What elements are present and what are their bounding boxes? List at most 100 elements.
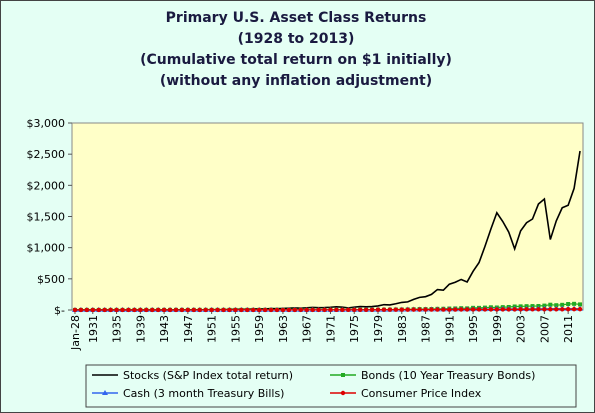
x-tick-label: 1959 <box>253 315 266 343</box>
series-marker <box>399 307 404 312</box>
series-marker <box>500 307 505 312</box>
series-marker <box>524 307 529 312</box>
series-marker <box>185 307 191 313</box>
series-marker <box>78 307 84 313</box>
series-marker <box>542 303 547 308</box>
series-marker <box>530 307 535 312</box>
x-tick-label: 1931 <box>87 315 100 343</box>
y-tick-label: $2,000 <box>27 179 66 192</box>
series-marker <box>357 307 363 313</box>
series-marker <box>429 307 434 312</box>
series-marker <box>476 307 482 312</box>
series-marker <box>262 307 268 313</box>
series-marker <box>435 307 440 312</box>
x-tick-label: 1991 <box>443 315 456 343</box>
series-marker <box>334 307 339 313</box>
series-marker <box>286 307 292 313</box>
series-marker <box>340 307 345 313</box>
chart-title: (without any inflation adjustment) <box>160 73 432 89</box>
series-marker <box>322 307 327 313</box>
series-marker <box>191 307 197 313</box>
y-tick-label: $500 <box>37 273 65 286</box>
series-marker <box>393 307 399 312</box>
series-marker <box>298 307 303 313</box>
series-marker <box>369 307 375 312</box>
series-marker <box>554 307 559 312</box>
series-marker <box>488 307 494 312</box>
series-marker <box>560 302 565 307</box>
x-tick-label: 2007 <box>538 315 551 343</box>
series-marker <box>126 307 131 313</box>
series-marker <box>155 307 161 313</box>
series-marker <box>84 307 90 313</box>
series-marker <box>72 307 78 313</box>
series-marker <box>518 307 523 312</box>
series-marker <box>292 307 298 313</box>
series-marker <box>548 302 553 307</box>
x-tick-label: 1951 <box>206 315 219 343</box>
chart-title: Primary U.S. Asset Class Returns <box>166 10 427 26</box>
series-marker <box>90 307 95 313</box>
series-marker <box>554 303 559 308</box>
series-marker <box>138 307 143 313</box>
plot-area <box>71 122 584 311</box>
y-tick-label: $- <box>54 304 65 317</box>
x-tick-label: 1999 <box>491 315 504 343</box>
legend-label: Bonds (10 Year Treasury Bonds) <box>361 369 535 382</box>
series-marker <box>120 307 125 313</box>
chart-title: (Cumulative total return on $1 initially… <box>140 52 452 68</box>
series-marker <box>132 307 137 313</box>
series-marker <box>482 307 488 312</box>
x-tick-label: 2011 <box>562 315 575 343</box>
series-marker <box>102 307 107 313</box>
y-tick-label: $1,000 <box>27 242 66 255</box>
x-tick-label: 1963 <box>277 315 290 343</box>
series-marker <box>221 307 226 313</box>
series-marker <box>114 307 119 313</box>
series-marker <box>346 307 351 313</box>
series-marker <box>441 307 446 312</box>
legend-box <box>85 364 577 408</box>
series-marker <box>536 307 541 312</box>
series-marker <box>566 301 571 306</box>
x-tick-label: 1943 <box>158 315 171 343</box>
x-tick-label: 1975 <box>348 315 361 343</box>
series-marker <box>274 307 280 313</box>
series-marker <box>144 307 149 313</box>
series-marker <box>256 307 262 313</box>
series-marker <box>239 307 244 313</box>
series-marker <box>506 307 511 312</box>
y-tick-label: $3,000 <box>27 117 66 130</box>
x-tick-label: 1935 <box>111 315 124 343</box>
series-marker <box>447 307 452 312</box>
series-marker <box>571 307 577 312</box>
x-tick-label: 1995 <box>467 315 480 343</box>
series-marker <box>179 307 185 313</box>
series-marker <box>387 307 393 312</box>
series-marker <box>245 307 250 313</box>
series-marker <box>417 307 422 312</box>
x-tick-label: 1979 <box>372 315 385 343</box>
series-marker <box>233 307 238 313</box>
series-marker <box>328 307 333 313</box>
series-marker <box>251 307 256 313</box>
x-tick-label: 1967 <box>301 315 314 343</box>
series-marker <box>560 307 565 312</box>
chart-title: (1928 to 2013) <box>238 31 355 47</box>
series-marker <box>316 307 321 313</box>
series-marker <box>280 307 286 313</box>
series-marker <box>381 307 387 312</box>
legend-marker <box>340 390 346 396</box>
series-marker <box>578 302 583 307</box>
x-tick-label: 1955 <box>229 315 242 343</box>
series-marker <box>150 307 155 313</box>
series-marker <box>161 307 167 313</box>
series-marker <box>458 307 464 312</box>
series-marker <box>405 307 410 312</box>
series-marker <box>542 307 547 312</box>
series-marker <box>363 307 369 312</box>
legend-marker <box>102 390 108 395</box>
x-tick-label: 1987 <box>420 315 433 343</box>
series-marker <box>304 307 309 313</box>
